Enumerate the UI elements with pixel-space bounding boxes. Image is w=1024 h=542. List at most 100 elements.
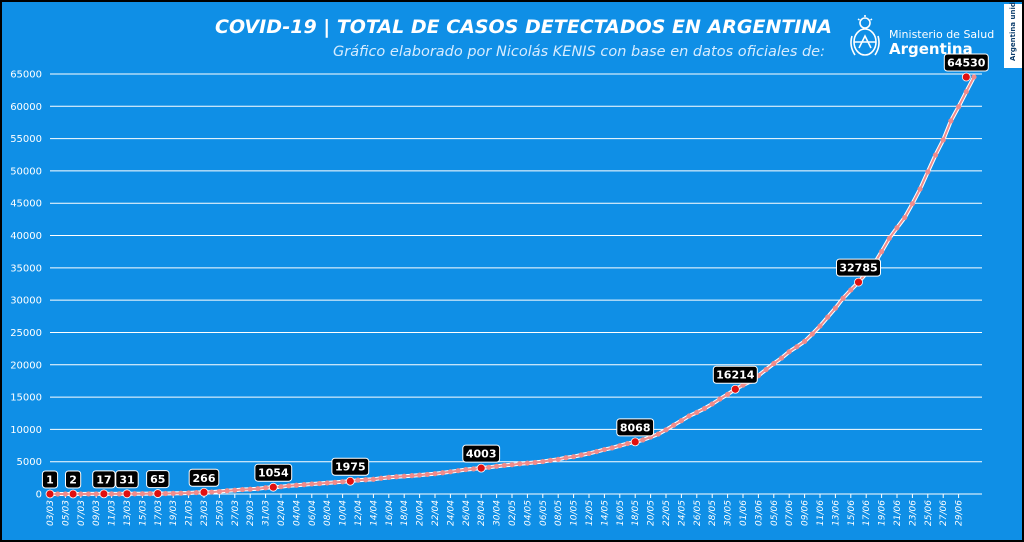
y-tick-label: 65000: [10, 70, 42, 81]
data-point: [725, 391, 731, 397]
data-point: [301, 482, 307, 488]
data-point: [424, 471, 430, 478]
data-point: [740, 382, 746, 388]
x-tick-label: 18/04: [400, 500, 410, 526]
y-tick-label: 30000: [10, 296, 42, 307]
x-tick-label: 29/06: [955, 500, 965, 526]
data-point: [663, 427, 669, 433]
x-tick-label: 11/06: [816, 500, 826, 526]
data-point: [455, 468, 461, 474]
x-tick-label: 07/06: [785, 500, 795, 526]
data-point: [686, 413, 692, 419]
data-point: [601, 446, 608, 453]
data-label: 65: [150, 473, 165, 486]
y-tick-label: 10000: [10, 425, 42, 436]
x-tick-label: 17/06: [862, 500, 872, 526]
data-label: 1054: [258, 467, 289, 480]
chart-subtitle: Gráfico elaborado por Nicolás KENIS con …: [333, 44, 825, 60]
y-tick-label: 25000: [10, 328, 42, 339]
data-point: [624, 440, 631, 447]
data-point: [470, 466, 477, 472]
data-point: [840, 295, 846, 301]
data-point: [501, 462, 507, 468]
data-point: [786, 349, 792, 355]
data-label-box: [331, 457, 370, 476]
data-label-box: [943, 53, 989, 72]
x-tick-label: 15/06: [847, 500, 857, 526]
data-point: [578, 452, 584, 458]
y-tick-label: 35000: [10, 263, 42, 274]
data-label-box: [254, 463, 293, 482]
highlight-marker: [122, 489, 132, 499]
x-tick-label: 27/03: [231, 500, 241, 526]
argentina-shield-icon: [850, 15, 880, 56]
x-tick-label: 10/04: [339, 500, 349, 526]
data-point: [363, 477, 369, 483]
data-label-box: [41, 470, 59, 489]
data-label: 32785: [839, 262, 877, 275]
x-tick-label: 31/03: [262, 500, 272, 526]
data-point: [825, 314, 831, 320]
highlight-marker: [268, 482, 278, 492]
data-point: [216, 488, 222, 495]
data-label-box: [146, 470, 170, 489]
data-point: [809, 331, 815, 337]
data-point: [971, 74, 977, 80]
x-tick-label: 02/05: [508, 500, 518, 526]
x-tick-label: 30/04: [493, 500, 503, 526]
data-point: [640, 437, 646, 443]
highlight-marker: [45, 489, 55, 499]
data-point: [917, 186, 923, 192]
data-label: 64530: [947, 57, 986, 70]
data-point: [909, 201, 916, 207]
highlight-marker: [345, 476, 355, 486]
data-point: [85, 491, 92, 497]
data-point: [832, 305, 839, 311]
data-point: [109, 491, 115, 497]
data-point: [401, 473, 407, 479]
x-tick-label: 21/03: [185, 500, 195, 526]
x-tick-label: 25/03: [215, 500, 225, 526]
y-tick-label: 50000: [10, 166, 42, 177]
data-point: [817, 323, 823, 329]
data-point: [586, 450, 592, 457]
data-point: [93, 491, 99, 497]
data-point: [293, 482, 299, 488]
data-point: [517, 461, 523, 467]
data-point: [671, 422, 677, 428]
data-label-box: [462, 444, 501, 463]
x-tick-label: 05/03: [61, 500, 71, 526]
data-point: [547, 457, 554, 463]
data-point: [678, 418, 685, 424]
chart-title: COVID-19 | TOTAL DE CASOS DETECTADOS EN …: [215, 16, 832, 38]
data-point: [940, 137, 946, 143]
data-point: [932, 152, 939, 158]
data-point: [62, 491, 68, 497]
data-label-box: [92, 470, 116, 489]
x-tick-label: 19/03: [169, 500, 179, 526]
data-label: 1: [46, 473, 54, 486]
x-tick-label: 09/03: [92, 500, 102, 526]
data-point: [340, 479, 346, 485]
x-tick-label: 30/05: [724, 500, 734, 526]
x-tick-label: 16/05: [616, 500, 626, 526]
data-point: [617, 443, 623, 449]
data-point: [316, 480, 323, 487]
x-tick-label: 07/03: [77, 500, 87, 526]
x-tick-label: 13/06: [831, 500, 841, 526]
data-point: [162, 490, 169, 497]
highlight-marker: [68, 489, 78, 499]
x-tick-label: 25/06: [924, 500, 934, 526]
data-point: [247, 486, 253, 492]
data-point: [324, 480, 330, 486]
data-point: [255, 486, 261, 492]
x-tick-label: 24/05: [677, 500, 687, 526]
x-tick-label: 20/04: [416, 500, 426, 526]
badge-text: Argentina unida: [1009, 0, 1017, 61]
data-point: [55, 491, 61, 497]
data-point: [902, 214, 908, 221]
x-tick-label: 22/05: [662, 500, 672, 526]
y-tick-label: 40000: [10, 231, 42, 242]
data-point: [147, 491, 153, 497]
